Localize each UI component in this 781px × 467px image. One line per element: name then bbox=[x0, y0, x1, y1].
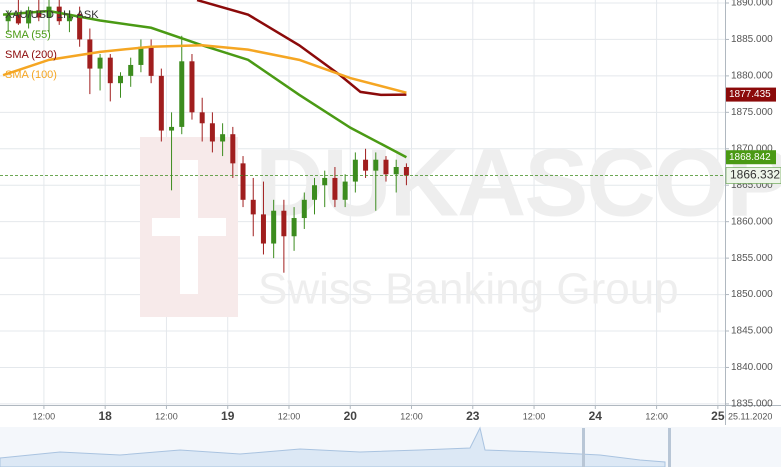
legend: SMA (55) SMA (200) SMA (100) bbox=[5, 29, 57, 81]
navigator-area bbox=[0, 426, 666, 467]
y-tick-label: 1875.000 bbox=[731, 107, 773, 118]
plot bbox=[0, 0, 725, 273]
watermark-tagline: Swiss Banking Group bbox=[258, 265, 679, 314]
candle-body bbox=[403, 167, 409, 176]
candle-body bbox=[199, 112, 205, 124]
candle-body bbox=[169, 126, 175, 131]
current-price-box bbox=[725, 167, 781, 184]
candle-body bbox=[117, 75, 123, 84]
candle-body bbox=[240, 163, 246, 200]
candle-body bbox=[260, 214, 266, 244]
candle-body bbox=[179, 61, 185, 127]
x-tick-label: 18 bbox=[98, 409, 112, 423]
candle-body bbox=[250, 199, 256, 215]
y-tick-label: 1890.000 bbox=[731, 0, 773, 9]
y-tick-label: 1840.000 bbox=[731, 362, 773, 373]
y-tick-label: 1845.000 bbox=[731, 326, 773, 337]
price-box bbox=[726, 150, 776, 165]
x-tick-label: 12:00 bbox=[523, 411, 546, 421]
y-tick-label: 1865.000 bbox=[731, 180, 773, 191]
x-tick-label: 12:00 bbox=[400, 411, 423, 421]
candle-body bbox=[363, 159, 369, 171]
candle-body bbox=[36, 10, 42, 18]
y-tick-label: 1885.000 bbox=[731, 34, 773, 45]
candle-body bbox=[332, 177, 338, 200]
current-price-label: 1866.332 bbox=[730, 168, 780, 182]
legend-entry: SMA (100) bbox=[5, 69, 57, 81]
candle-body bbox=[15, 13, 21, 24]
date-label: 25.11.2020 bbox=[728, 411, 772, 421]
candle-body bbox=[77, 13, 83, 40]
navigator-handle bbox=[582, 428, 585, 467]
candle-body bbox=[352, 159, 358, 182]
legend-title: XAU/USD 1H, ASK bbox=[5, 9, 99, 21]
y-tick-label: 1880.000 bbox=[731, 71, 773, 82]
candle-body bbox=[97, 57, 103, 69]
candle-body bbox=[209, 123, 215, 142]
x-tick-label: 12:00 bbox=[155, 411, 178, 421]
y-tick-label: 1860.000 bbox=[731, 216, 773, 227]
candle-body bbox=[107, 57, 113, 84]
watermark: DUKASCOPY Swiss Banking Group bbox=[140, 129, 781, 317]
candle-body bbox=[291, 218, 297, 237]
candle-body bbox=[393, 167, 399, 175]
x-tick-label: 19 bbox=[221, 409, 235, 423]
candle-body bbox=[148, 46, 154, 76]
watermark-cross bbox=[152, 218, 226, 236]
axes: 1835.000 1840.000 1845.000 1850.000 1855.000… bbox=[33, 0, 781, 423]
y-tick-label: 1835.000 bbox=[731, 399, 773, 410]
x-tick-label: 24 bbox=[589, 409, 603, 423]
candle-body bbox=[301, 199, 307, 219]
navigator bbox=[0, 426, 781, 467]
candle-body bbox=[158, 75, 164, 131]
x-tick-label: 12:00 bbox=[645, 411, 668, 421]
price-box bbox=[726, 87, 776, 102]
navigator-handle bbox=[668, 428, 671, 467]
legend-entry: SMA (200) bbox=[5, 49, 57, 61]
candle-body bbox=[230, 134, 236, 164]
candle-body bbox=[383, 159, 389, 175]
legend-entry: SMA (55) bbox=[5, 29, 51, 41]
candle-body bbox=[342, 181, 348, 200]
candle-body bbox=[373, 159, 379, 171]
sma-line bbox=[2, 44, 407, 94]
x-tick-label: 12:00 bbox=[33, 411, 56, 421]
price-label: 1877.435 bbox=[729, 89, 771, 100]
candle-body bbox=[128, 64, 134, 76]
x-tick-label: 23 bbox=[466, 409, 480, 423]
candle-body bbox=[281, 210, 287, 237]
candle-body bbox=[271, 210, 277, 244]
y-tick-label: 1850.000 bbox=[731, 289, 773, 300]
price-label: 1868.842 bbox=[729, 152, 771, 163]
candle-body bbox=[26, 10, 32, 24]
candle-body bbox=[189, 61, 195, 113]
x-tick-label: 20 bbox=[344, 409, 358, 423]
candle-body bbox=[220, 134, 226, 142]
candle-body bbox=[138, 46, 144, 65]
x-tick-label: 12:00 bbox=[278, 411, 301, 421]
y-tick-label: 1870.000 bbox=[731, 143, 773, 154]
candle-body bbox=[5, 13, 11, 22]
y-tick-label: 1855.000 bbox=[731, 253, 773, 264]
candle-body bbox=[66, 13, 72, 22]
candle-body bbox=[322, 177, 328, 186]
x-tick-label: 25 bbox=[711, 409, 725, 423]
candle-body bbox=[312, 185, 318, 200]
